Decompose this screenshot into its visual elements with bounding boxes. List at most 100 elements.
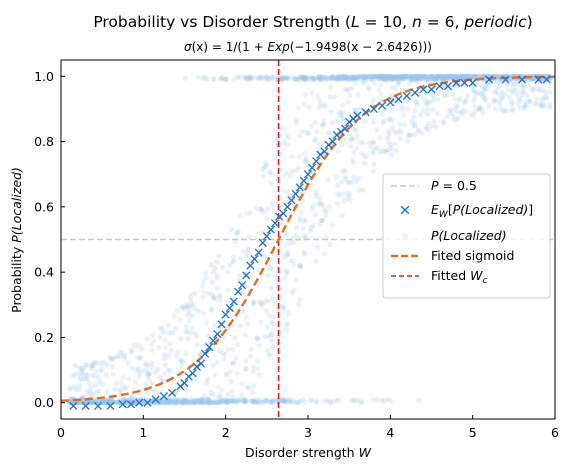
raw-point bbox=[468, 111, 474, 117]
raw-point bbox=[193, 398, 199, 404]
raw-point bbox=[146, 362, 152, 368]
raw-point bbox=[406, 132, 412, 138]
ew-marker bbox=[283, 202, 292, 211]
raw-point bbox=[191, 378, 197, 384]
raw-point bbox=[237, 212, 243, 218]
raw-point bbox=[113, 380, 119, 386]
raw-point bbox=[168, 397, 174, 404]
raw-point bbox=[180, 400, 186, 406]
raw-point bbox=[383, 73, 390, 79]
raw-point bbox=[538, 102, 544, 108]
raw-point bbox=[405, 106, 411, 112]
raw-point bbox=[450, 75, 456, 81]
raw-point bbox=[353, 74, 359, 80]
raw-point bbox=[139, 346, 145, 352]
raw-point bbox=[191, 301, 197, 307]
raw-point bbox=[302, 74, 308, 80]
ew-marker bbox=[340, 124, 350, 133]
raw-point bbox=[208, 400, 214, 406]
raw-point bbox=[404, 73, 410, 79]
raw-point bbox=[168, 347, 174, 353]
raw-point bbox=[531, 75, 537, 82]
raw-point bbox=[89, 391, 96, 397]
y-axis-label-var: P(Localized) bbox=[9, 167, 24, 243]
raw-point bbox=[355, 397, 361, 403]
raw-point bbox=[361, 74, 367, 80]
raw-point bbox=[341, 75, 347, 81]
raw-point bbox=[94, 389, 100, 395]
raw-point bbox=[531, 73, 538, 79]
raw-point bbox=[182, 398, 188, 404]
raw-point bbox=[420, 75, 426, 81]
raw-point bbox=[426, 75, 432, 81]
raw-point bbox=[89, 372, 95, 378]
raw-point bbox=[289, 290, 295, 296]
raw-point bbox=[511, 81, 517, 87]
raw-point bbox=[388, 76, 394, 82]
raw-point bbox=[399, 104, 405, 110]
raw-point bbox=[532, 100, 538, 106]
raw-point bbox=[437, 74, 443, 80]
raw-point bbox=[185, 397, 191, 403]
raw-point bbox=[218, 396, 225, 402]
raw-point bbox=[471, 95, 477, 101]
raw-point bbox=[296, 235, 302, 242]
raw-point bbox=[183, 351, 189, 357]
raw-point bbox=[415, 127, 422, 133]
raw-point bbox=[68, 385, 74, 391]
raw-point bbox=[202, 74, 208, 80]
raw-point bbox=[317, 74, 324, 80]
raw-point bbox=[117, 400, 123, 406]
raw-point bbox=[259, 302, 265, 308]
raw-point bbox=[158, 399, 164, 406]
raw-point bbox=[206, 400, 212, 406]
raw-point bbox=[308, 397, 315, 403]
raw-point bbox=[370, 150, 376, 156]
raw-point bbox=[400, 74, 406, 80]
raw-point bbox=[146, 373, 152, 379]
raw-point bbox=[319, 76, 325, 82]
raw-point bbox=[463, 96, 470, 103]
raw-point bbox=[162, 362, 169, 368]
raw-point bbox=[321, 117, 327, 123]
raw-point bbox=[466, 73, 472, 79]
ew-marker bbox=[151, 395, 160, 404]
raw-point bbox=[518, 105, 524, 111]
raw-point bbox=[269, 75, 275, 81]
raw-point bbox=[463, 73, 469, 79]
raw-point bbox=[301, 217, 307, 223]
raw-point bbox=[412, 123, 418, 129]
raw-point bbox=[266, 352, 272, 358]
raw-point bbox=[329, 73, 336, 79]
ew-marker bbox=[419, 85, 428, 94]
raw-point bbox=[391, 76, 397, 82]
raw-point bbox=[422, 75, 428, 81]
raw-point bbox=[243, 398, 249, 404]
raw-point bbox=[296, 76, 302, 83]
raw-point bbox=[434, 76, 440, 82]
ew-marker bbox=[320, 147, 329, 156]
ew-marker bbox=[410, 88, 420, 97]
raw-point bbox=[254, 397, 260, 403]
raw-point bbox=[222, 76, 228, 82]
raw-point bbox=[231, 258, 237, 264]
raw-point bbox=[158, 389, 164, 395]
raw-point bbox=[416, 78, 422, 84]
raw-point bbox=[339, 179, 345, 185]
raw-point bbox=[434, 76, 440, 82]
raw-point bbox=[482, 73, 488, 79]
raw-point bbox=[264, 73, 270, 79]
raw-point bbox=[232, 335, 238, 341]
raw-point bbox=[72, 400, 78, 406]
raw-point bbox=[502, 91, 508, 97]
x-tick-label: 3 bbox=[304, 425, 312, 440]
ew-marker bbox=[159, 392, 168, 401]
raw-point bbox=[313, 398, 320, 404]
raw-point bbox=[245, 75, 251, 81]
raw-point bbox=[419, 73, 425, 79]
raw-point bbox=[379, 73, 385, 79]
raw-point bbox=[68, 397, 74, 403]
raw-point bbox=[332, 76, 338, 82]
raw-point bbox=[384, 74, 390, 80]
raw-point bbox=[297, 218, 303, 224]
